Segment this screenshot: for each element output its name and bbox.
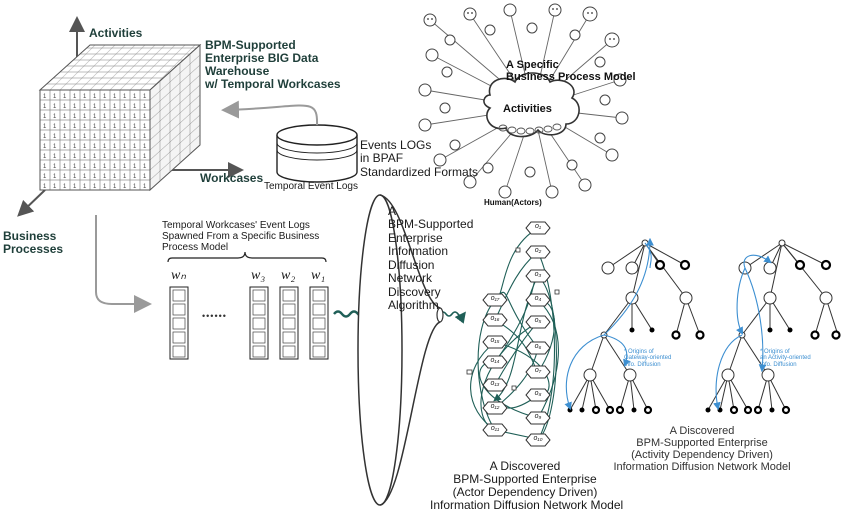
actor-node-label: o₉ <box>529 413 547 421</box>
activity-tree-1 <box>566 240 703 413</box>
axis-label-activities: Activities <box>89 27 142 40</box>
actor-node-label: o₁₆ <box>486 315 504 323</box>
workcase-label-1: w₁ <box>311 268 325 283</box>
workcase-label-2: w₂ <box>281 268 295 283</box>
warehouse-title: BPM-Supported Enterprise BIG Data Wareho… <box>205 39 341 91</box>
workcase-label-n: wₙ <box>171 268 186 283</box>
workcase-ellipsis: •••••• <box>202 312 227 322</box>
workcases-caption: Temporal Workcases' Event Logs Spawned F… <box>162 221 319 253</box>
activity-tree-2 <box>706 240 840 413</box>
bpaf-label: Events LOGs in BPAF Standardized Formats <box>360 139 478 179</box>
process-model-title: A Specific Business Process Model <box>506 60 636 84</box>
actor-node-label: o₈ <box>529 390 547 398</box>
workcase-label-3: w₃ <box>251 268 265 283</box>
actor-node-label: o₂ <box>529 247 547 255</box>
data-cube <box>40 45 200 190</box>
axis-label-business-processes: Business Processes <box>3 230 63 256</box>
actor-network-caption: A Discovered BPM-Supported Enterprise (A… <box>430 460 620 512</box>
actor-node-label: o₁ <box>529 223 547 231</box>
actor-node-label: o₁₂ <box>486 403 504 411</box>
tree1-note: * Origins of Gateway-oriented Info. Diff… <box>624 349 671 368</box>
db-label: Temporal Event Logs <box>264 182 358 193</box>
activity-network-caption: A Discovered BPM-Supported Enterprise (A… <box>612 426 792 474</box>
actor-node-label: o₁₅ <box>486 337 504 345</box>
actor-node-label: o₁₄ <box>486 357 504 365</box>
actor-node-label: o₆ <box>529 343 547 351</box>
actor-node-label: o₁₀ <box>529 435 547 443</box>
actor-node-label: o₇ <box>529 367 547 375</box>
actor-node-label: o₁₁ <box>486 425 504 433</box>
event-log-database <box>277 125 357 182</box>
actor-node-label: o₁₇ <box>486 295 504 303</box>
tree2-note: * Origins of an Activity-oriented Info. … <box>760 349 811 368</box>
actor-node-label: o₄ <box>529 295 547 303</box>
actor-node-label: o₃ <box>529 271 547 279</box>
axis-label-workcases: Workcases <box>200 172 263 185</box>
actors-label: Human(Actors) <box>484 199 542 208</box>
actor-node-label: o₅ <box>529 317 547 325</box>
algorithm-label: A BPM-Supported Enterprise Information D… <box>388 205 473 313</box>
workcase-columns <box>168 252 328 359</box>
cloud-activities-label: Activities <box>503 104 552 116</box>
actor-node-label: o₁₃ <box>486 380 504 388</box>
